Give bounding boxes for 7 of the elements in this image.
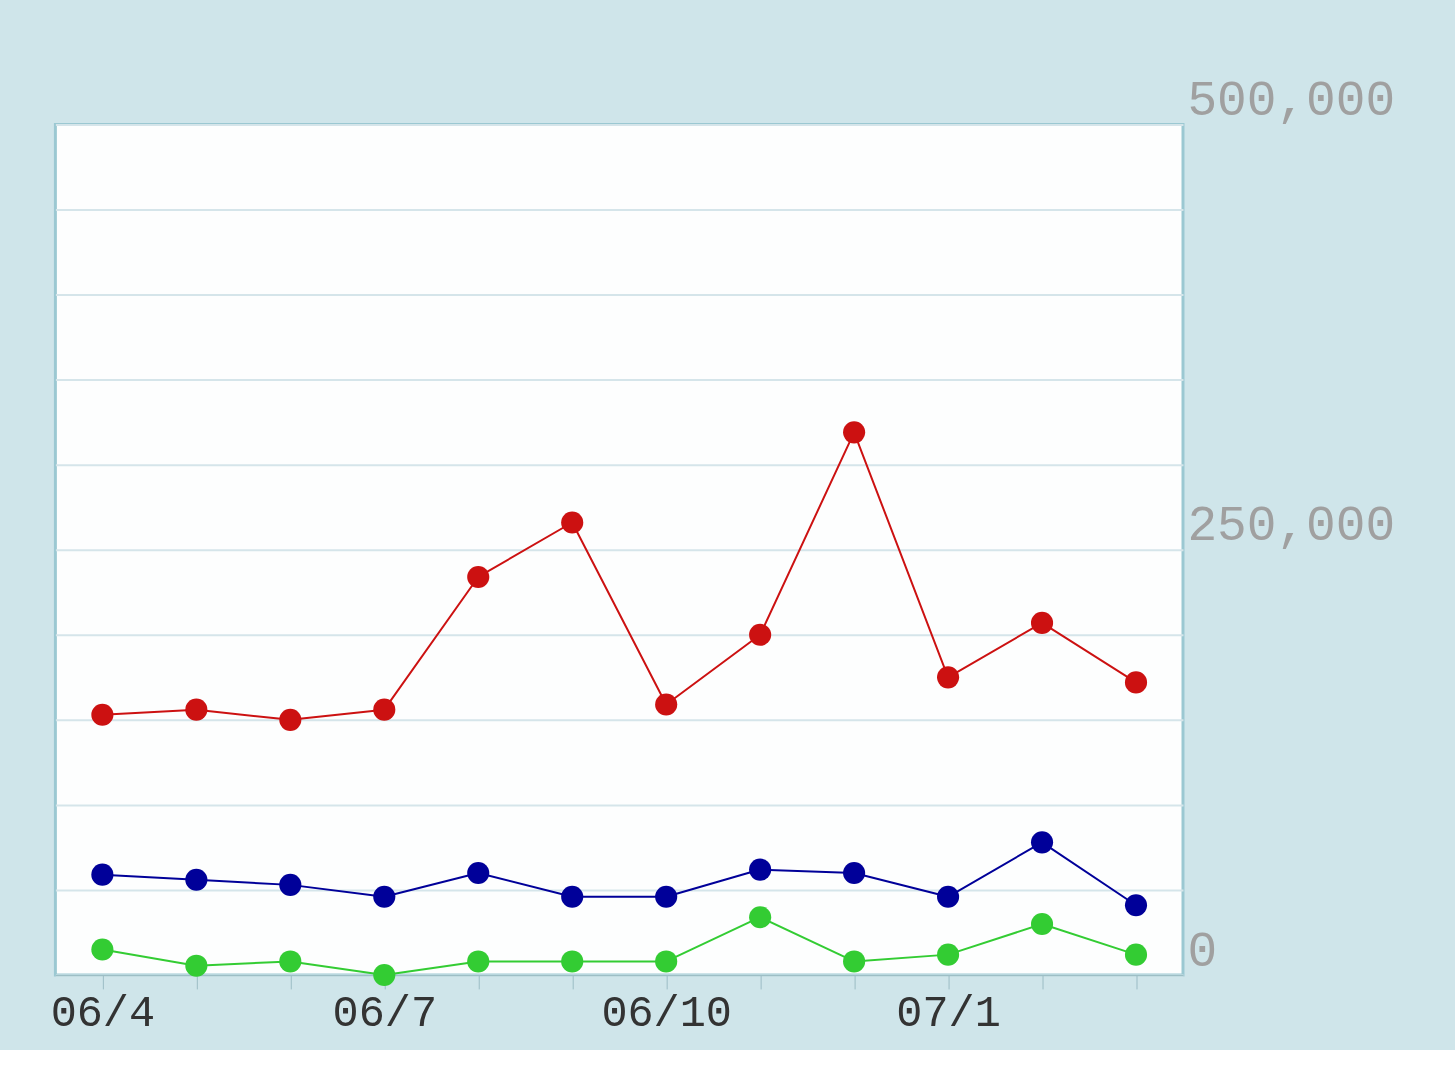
y-tick-label: 500,000: [1187, 74, 1396, 131]
x-tick-label: 06/10: [601, 989, 732, 1039]
x-tick-label: 06/7: [332, 989, 437, 1039]
y-tick-label: 0: [1187, 924, 1218, 981]
x-tick-label: 06/4: [50, 989, 156, 1039]
y-tick-label: 250,000: [1187, 499, 1396, 556]
x-tick-label: 07/1: [896, 989, 1001, 1039]
